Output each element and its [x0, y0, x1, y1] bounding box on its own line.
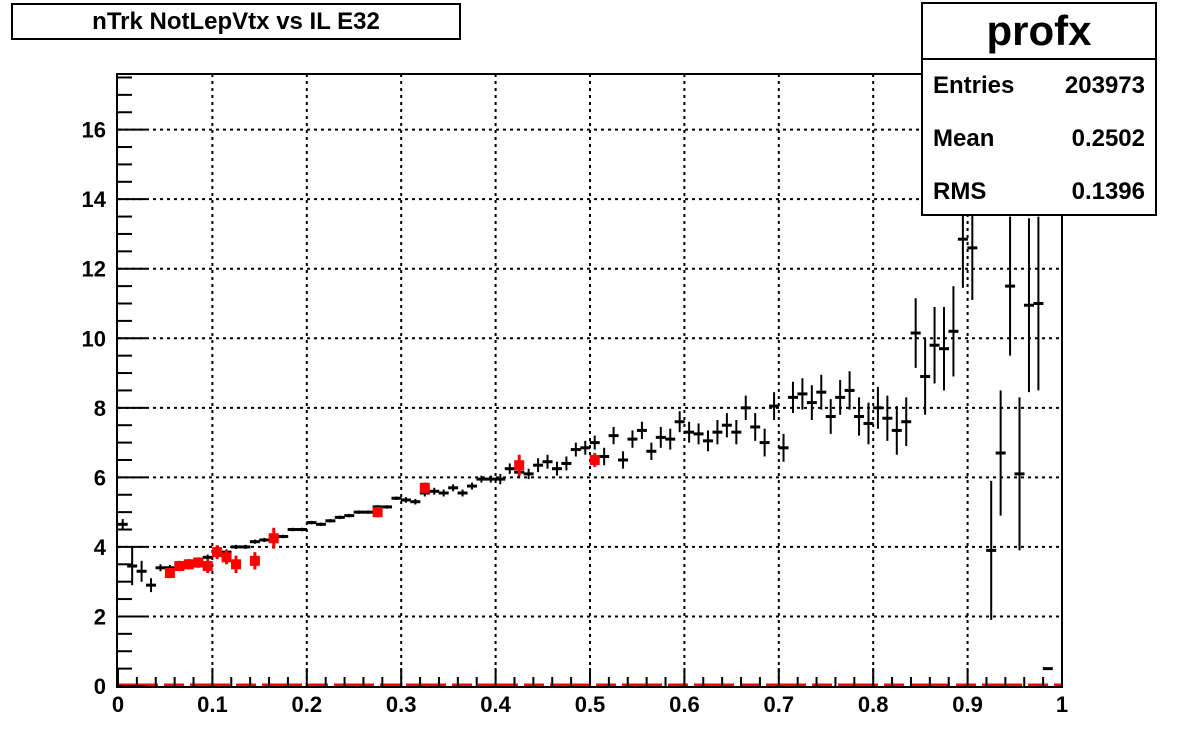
highlight-point — [372, 507, 383, 518]
histogram-title: nTrk NotLepVtx vs IL E32 — [11, 3, 461, 40]
stats-box: profx Entries 203973 Mean 0.2502 RMS 0.1… — [921, 2, 1157, 216]
y-tick-label: 16 — [82, 118, 106, 143]
highlight-point — [268, 533, 279, 544]
stat-value-mean: 0.2502 — [1071, 125, 1145, 152]
histogram-title-text: nTrk NotLepVtx vs IL E32 — [92, 7, 380, 35]
highlight-point — [174, 561, 185, 572]
axis-tick-labels: 0 0.1 0.2 0.3 0.4 0.5 0.6 0.7 0.8 0.9 102468101214… — [82, 118, 1069, 717]
x-tick-label: 0.2 — [292, 692, 323, 717]
stat-row-mean: Mean 0.2502 — [923, 113, 1155, 166]
x-tick-label: 0.3 — [386, 692, 417, 717]
y-tick-label: 6 — [94, 465, 106, 490]
stat-label-rms: RMS — [933, 178, 987, 205]
plot-frame — [116, 73, 1063, 688]
highlight-point — [231, 559, 241, 570]
x-tick-label: 0.8 — [858, 692, 889, 717]
x-tick-label: 0.9 — [952, 692, 983, 717]
stat-row-rms: RMS 0.1396 — [923, 166, 1155, 219]
stat-label-mean: Mean — [933, 125, 995, 152]
stat-label-entries: Entries — [933, 72, 1015, 99]
x-tick-label: 0 — [112, 692, 124, 717]
highlight-point — [419, 482, 430, 493]
highlight-point — [202, 561, 213, 572]
x-tick-label: 0.6 — [669, 692, 700, 717]
y-tick-label: 0 — [94, 674, 106, 699]
highlight-point — [193, 557, 204, 568]
highlight-point — [249, 555, 260, 566]
grid-lines — [118, 74, 1062, 686]
highlight-point — [183, 559, 194, 570]
x-tick-label: 0.7 — [764, 692, 795, 717]
highlight-point — [212, 547, 223, 558]
x-tick-label: 0.1 — [197, 692, 228, 717]
y-tick-label: 4 — [94, 535, 107, 560]
x-tick-label: 0.4 — [480, 692, 511, 717]
data-points — [118, 190, 1062, 686]
highlight-point — [514, 460, 525, 471]
highlight-point — [164, 567, 175, 578]
x-tick-label: 0.5 — [575, 692, 606, 717]
stats-name: profx — [923, 4, 1155, 60]
y-tick-label: 12 — [82, 257, 106, 282]
x-tick-label: 1 — [1056, 692, 1068, 717]
highlight-point — [589, 454, 600, 465]
stat-row-entries: Entries 203973 — [923, 60, 1155, 113]
stat-value-rms: 0.1396 — [1071, 178, 1145, 205]
y-tick-label: 2 — [94, 604, 106, 629]
stat-value-entries: 203973 — [1064, 72, 1145, 99]
highlight-point — [221, 552, 232, 563]
y-tick-label: 14 — [82, 187, 107, 212]
series-group — [118, 190, 1062, 686]
y-tick-label: 8 — [94, 396, 106, 421]
y-tick-label: 10 — [82, 326, 106, 351]
axis-ticks — [117, 76, 1063, 687]
